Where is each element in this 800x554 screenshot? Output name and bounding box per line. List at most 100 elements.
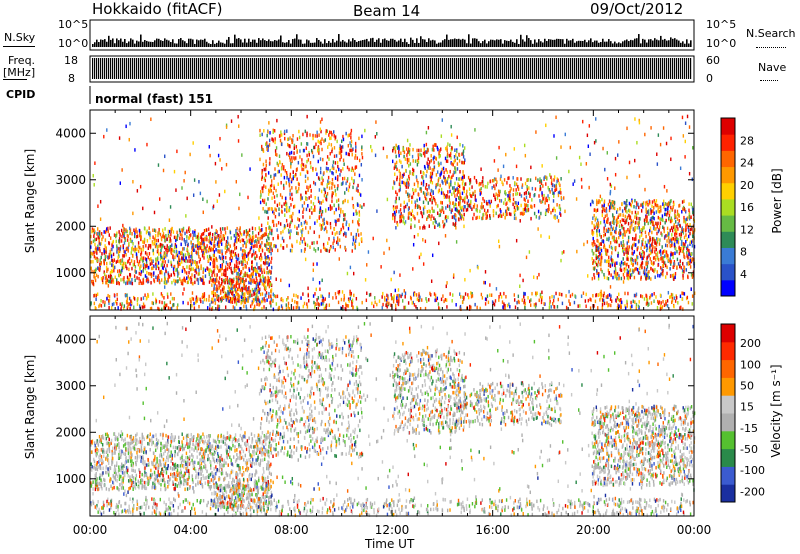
echo-cell xyxy=(216,297,219,302)
echo-cell xyxy=(116,246,118,251)
echo-cell xyxy=(645,267,648,272)
echo-cell xyxy=(343,176,346,181)
freq-bar xyxy=(180,58,182,79)
echo-cell xyxy=(90,254,92,259)
nsky-bar xyxy=(302,43,304,47)
echo-cell xyxy=(399,174,401,179)
echo-cell xyxy=(547,209,550,214)
echo-cell xyxy=(682,207,684,211)
echo-cell xyxy=(292,174,295,179)
echo-cell xyxy=(418,294,420,298)
echo-cell xyxy=(109,276,112,280)
echo-cell xyxy=(548,196,550,201)
nsky-bar xyxy=(504,40,506,47)
echo-cell xyxy=(200,264,202,268)
echo-cell xyxy=(310,194,312,198)
echo-cell xyxy=(242,243,244,248)
echo-cell xyxy=(399,184,401,189)
echo-cell xyxy=(665,233,667,238)
echo-cell xyxy=(648,270,650,274)
echo-cell xyxy=(218,276,221,280)
echo-cell xyxy=(592,200,594,205)
echo-cell xyxy=(292,176,294,181)
echo-cell xyxy=(328,142,330,146)
echo-cell xyxy=(535,176,537,181)
nsky-bar xyxy=(630,39,632,47)
echo-cell xyxy=(198,246,200,251)
echo-cell xyxy=(471,185,473,189)
freq-bar xyxy=(518,58,520,79)
echo-cell xyxy=(632,252,634,256)
echo-cell xyxy=(266,247,268,251)
echo-cell xyxy=(552,298,555,303)
echo-cell xyxy=(341,181,344,186)
echo-cell xyxy=(395,165,397,169)
echo-cell xyxy=(282,246,285,250)
echo-cell xyxy=(183,246,185,251)
echo-cell xyxy=(164,267,167,272)
echo-cell xyxy=(142,265,145,270)
echo-cell xyxy=(148,244,150,248)
echo-cell xyxy=(155,257,157,261)
echo-cell xyxy=(433,143,436,147)
echo-cell xyxy=(623,218,625,223)
echo-cell xyxy=(639,229,641,234)
echo-cell xyxy=(220,230,222,235)
nsky-bar xyxy=(130,38,132,47)
echo-cell xyxy=(314,205,316,209)
echo-cell xyxy=(272,219,275,224)
echo-cell xyxy=(155,299,158,303)
echo-cell xyxy=(609,199,611,204)
echo-cell xyxy=(156,245,158,249)
echo-cell xyxy=(497,193,499,198)
echo-cell xyxy=(142,269,144,273)
echo-cell xyxy=(119,302,121,307)
freq-bar xyxy=(476,58,478,79)
echo-cell xyxy=(642,226,644,230)
echo-cell xyxy=(423,164,426,169)
echo-cell xyxy=(426,210,429,214)
echo-cell xyxy=(431,200,433,205)
echo-cell xyxy=(116,231,118,235)
freq-bar xyxy=(584,58,586,79)
echo-cell xyxy=(119,247,121,251)
echo-cell xyxy=(115,234,117,239)
nsky-bar xyxy=(212,40,214,47)
echo-cell xyxy=(246,261,248,265)
echo-cell xyxy=(344,198,346,203)
nsky-bar xyxy=(266,41,268,47)
echo-cell xyxy=(623,227,625,231)
freq-bar xyxy=(488,58,490,79)
echo-cell xyxy=(309,245,311,250)
echo-cell xyxy=(629,305,632,310)
echo-cell xyxy=(283,131,286,136)
echo-cell xyxy=(215,228,217,233)
echo-cell xyxy=(144,251,147,255)
echo-cell xyxy=(239,228,241,232)
echo-cell xyxy=(473,203,476,207)
nsky-bar xyxy=(572,38,574,47)
echo-cell xyxy=(666,255,668,260)
echo-cell xyxy=(127,277,130,282)
nsky-bar xyxy=(436,43,438,47)
nsky-bar xyxy=(568,40,570,47)
echo-cell xyxy=(392,159,394,164)
echo-cell xyxy=(556,215,558,219)
echo-cell xyxy=(122,231,124,236)
echo-cell xyxy=(306,131,308,136)
echo-cell xyxy=(605,295,608,299)
nsky-bar xyxy=(312,42,314,47)
echo-cell xyxy=(112,244,114,249)
echo-cell xyxy=(168,274,171,279)
echo-cell xyxy=(226,277,228,282)
echo-cell xyxy=(680,232,683,237)
echo-cell xyxy=(530,298,532,302)
echo-cell xyxy=(400,215,402,219)
freq-bar xyxy=(174,58,176,79)
echo-cell xyxy=(662,260,665,264)
echo-cell xyxy=(327,179,329,183)
echo-cell xyxy=(340,145,343,150)
echo-cell xyxy=(465,193,468,197)
echo-cell xyxy=(534,187,537,191)
echo-cell xyxy=(620,241,622,245)
